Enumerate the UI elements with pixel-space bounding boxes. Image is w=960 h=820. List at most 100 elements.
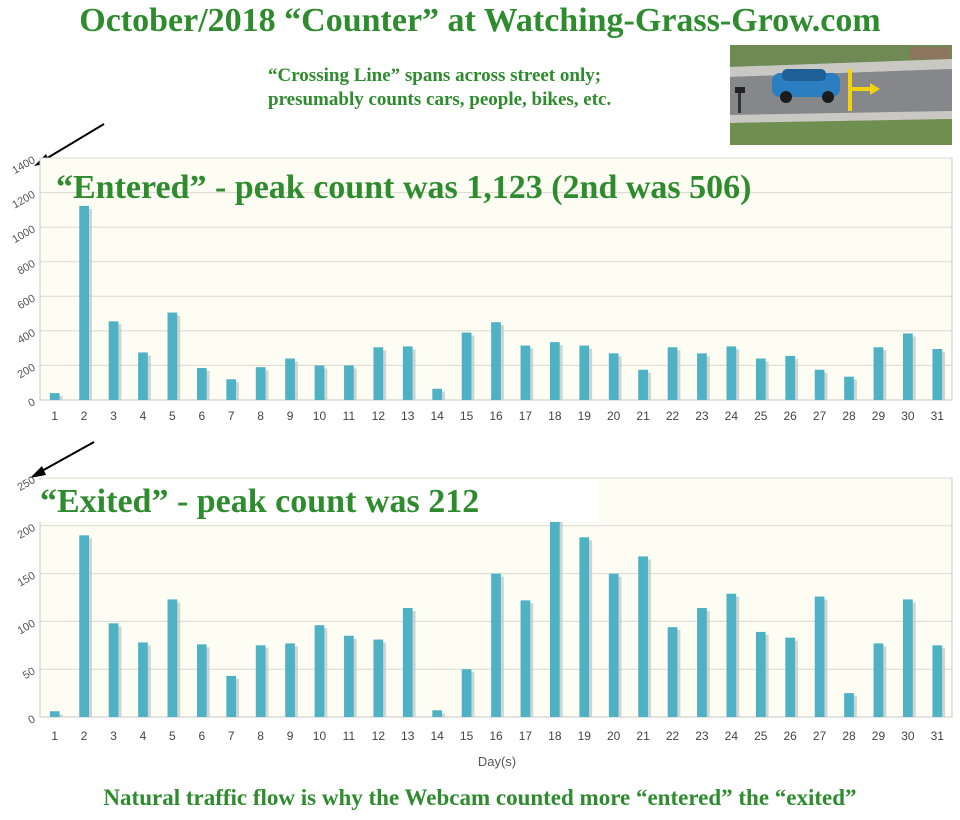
exited-bar-day-1 — [49, 711, 60, 717]
entered-bar-day-10 — [314, 365, 325, 400]
exited-x-tick-label: 17 — [519, 729, 533, 743]
entered-y-tick-label: 400 — [16, 327, 38, 347]
entered-x-ticks: 1 2 3 4 5 6 7 8 9 10 11 12 13 14 15 16 17 18 19 20 21 22 23 24 2… — [51, 409, 944, 423]
exited-bar-day-14 — [432, 710, 443, 717]
exited-bar-day-29 — [873, 643, 884, 717]
exited-bar-day-7 — [226, 675, 237, 717]
entered-bar-day-2 — [79, 205, 89, 400]
entered-bar-day-22 — [667, 347, 678, 400]
entered-x-tick-label: 23 — [695, 409, 709, 423]
entered-bar-day-25 — [755, 358, 766, 400]
exited-x-tick-label: 31 — [931, 729, 945, 743]
entered-y-tick-label: 1200 — [10, 189, 37, 212]
entered-bar-day-11 — [344, 365, 354, 400]
exited-x-tick-label: 16 — [489, 729, 503, 743]
entered-bar-day-17 — [520, 345, 531, 400]
exited-title-background — [38, 480, 598, 522]
exited-bar-day-10 — [314, 625, 325, 717]
entered-bar-day-13 — [402, 346, 413, 400]
blue-car — [772, 69, 840, 103]
entered-x-tick-label: 18 — [548, 409, 562, 423]
entered-x-tick-label: 17 — [519, 409, 533, 423]
entered-x-tick-label: 24 — [725, 409, 739, 423]
exited-bar-day-16 — [491, 573, 501, 717]
exited-x-tick-label: 2 — [81, 729, 88, 743]
entered-x-tick-label: 25 — [754, 409, 768, 423]
exited-x-tick-label: 21 — [636, 729, 650, 743]
entered-bar-day-12 — [373, 347, 384, 400]
exited-bar-day-23 — [697, 608, 707, 717]
exited-x-tick-label: 10 — [313, 729, 327, 743]
entered-y-tick-label: 600 — [16, 292, 38, 312]
entered-bar-day-14 — [432, 388, 443, 400]
exited-x-tick-label: 20 — [607, 729, 621, 743]
entered-bar-day-6 — [196, 368, 207, 400]
entered-bar-day-1 — [49, 393, 60, 400]
exited-x-ticks: 1 2 3 4 5 6 7 8 9 10 11 12 13 14 15 16 17 18 19 20 21 22 23 24 2… — [51, 729, 944, 743]
exited-bar-day-28 — [844, 693, 854, 717]
entered-y-tick-label: 1000 — [10, 223, 37, 246]
exited-x-tick-label: 28 — [842, 729, 856, 743]
entered-bar-day-16 — [491, 322, 501, 400]
entered-bars — [49, 205, 946, 400]
exited-bar-day-22 — [667, 627, 678, 717]
exited-bar-day-12 — [373, 639, 384, 717]
entered-x-tick-label: 3 — [110, 409, 117, 423]
exited-x-tick-label: 3 — [110, 729, 117, 743]
exited-x-tick-label: 30 — [901, 729, 915, 743]
exited-x-tick-label: 4 — [140, 729, 147, 743]
exited-bar-day-18 — [549, 514, 560, 717]
entered-chart-title: “Entered” - peak count was 1,123 (2nd wa… — [56, 169, 751, 206]
page-title: October/2018 “Counter” at Watching-Grass… — [79, 2, 881, 39]
entered-x-tick-label: 9 — [287, 409, 294, 423]
exited-x-tick-label: 6 — [198, 729, 205, 743]
entered-bar-day-19 — [579, 345, 590, 400]
y-axis-pointer-arrow-bottom — [30, 441, 95, 478]
exited-x-tick-label: 14 — [430, 729, 444, 743]
exited-x-tick-label: 22 — [666, 729, 680, 743]
entered-bar-day-18 — [549, 342, 560, 400]
exited-bar-day-2 — [79, 535, 89, 717]
entered-bar-day-29 — [873, 347, 884, 400]
entered-x-tick-label: 26 — [784, 409, 798, 423]
exited-x-tick-label: 11 — [343, 729, 356, 743]
entered-x-tick-label: 28 — [842, 409, 856, 423]
exited-bar-day-27 — [814, 596, 825, 717]
traffic-flow-note: Natural traffic flow is why the Webcam c… — [103, 785, 857, 810]
entered-bar-day-15 — [461, 332, 472, 400]
exited-bar-day-3 — [108, 623, 119, 717]
entered-x-tick-label: 19 — [578, 409, 592, 423]
exited-bar-day-24 — [726, 593, 737, 717]
exited-y-tick-label: 200 — [16, 522, 38, 542]
exited-chart-title: “Exited” - peak count was 212 — [40, 483, 479, 520]
exited-bar-day-8 — [255, 645, 266, 717]
exited-x-tick-label: 5 — [169, 729, 176, 743]
entered-x-tick-label: 30 — [901, 409, 915, 423]
exited-bar-day-5 — [167, 599, 178, 717]
entered-x-tick-label: 27 — [813, 409, 827, 423]
exited-x-tick-label: 9 — [287, 729, 294, 743]
crossing-line-marker — [848, 69, 880, 111]
exited-x-tick-label: 25 — [754, 729, 768, 743]
entered-x-tick-label: 5 — [169, 409, 176, 423]
entered-x-tick-label: 12 — [372, 409, 386, 423]
exited-x-tick-label: 13 — [401, 729, 415, 743]
entered-bar-day-31 — [932, 349, 943, 400]
exited-bar-day-17 — [520, 600, 531, 717]
webcam-street-illustration — [730, 45, 952, 145]
note-line-1: “Crossing Line” spans across street only… — [268, 65, 602, 86]
exited-x-tick-label: 8 — [257, 729, 264, 743]
entered-x-tick-label: 2 — [81, 409, 88, 423]
exited-bars — [49, 514, 946, 717]
entered-bar-day-30 — [903, 333, 913, 400]
exited-bar-day-31 — [932, 645, 943, 717]
entered-bar-day-24 — [726, 346, 737, 400]
exited-x-tick-label: 15 — [460, 729, 474, 743]
entered-bar-day-4 — [138, 352, 148, 400]
webcam-street-photo — [730, 45, 952, 145]
exited-x-tick-label: 26 — [784, 729, 798, 743]
entered-y-tick-label: 1400 — [10, 154, 37, 177]
exited-x-tick-label: 27 — [813, 729, 827, 743]
